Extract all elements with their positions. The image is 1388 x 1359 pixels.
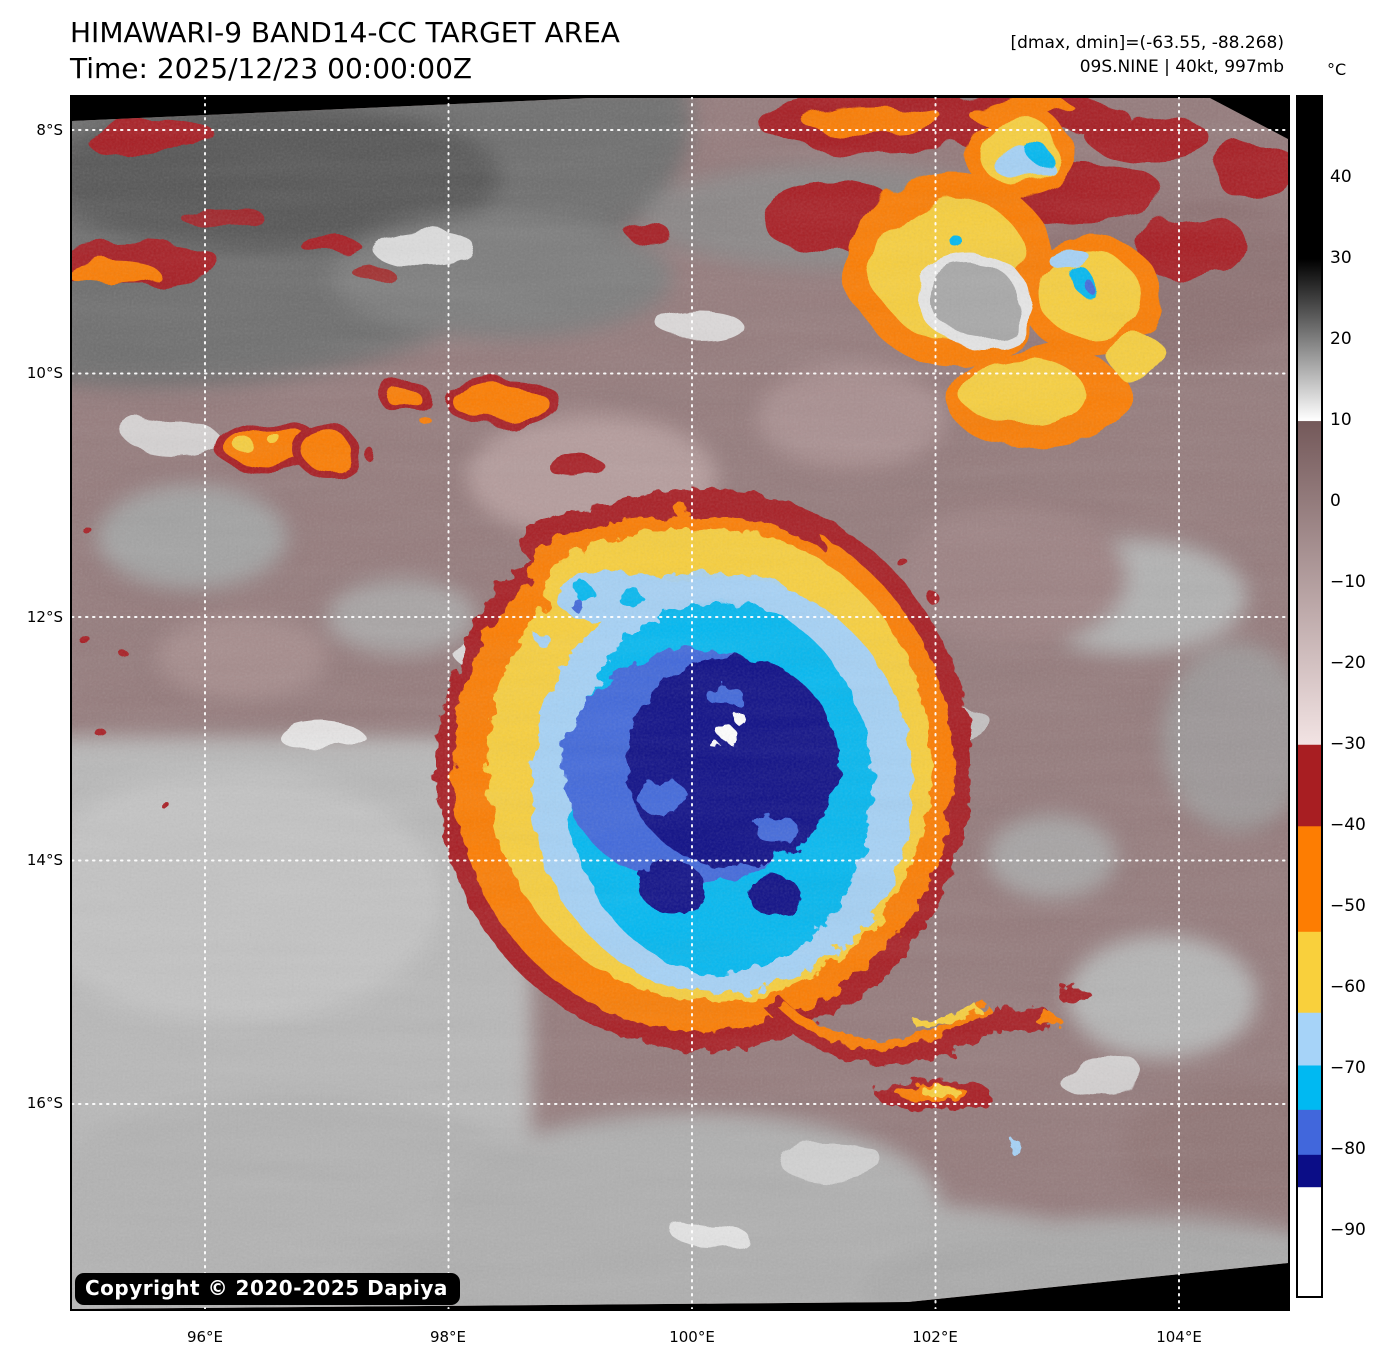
cbar-tick-m80: −80 [1330, 1139, 1366, 1159]
map-axes: Copyright © 2020-2025 Dapiya [70, 95, 1290, 1311]
cbar-tick-30: 30 [1330, 248, 1352, 268]
cbar-tick-20: 20 [1330, 329, 1352, 349]
x-tick-96e: 96°E [186, 1328, 224, 1346]
x-tick-98e: 98°E [429, 1328, 467, 1346]
cbar-tick-m40: −40 [1330, 815, 1366, 835]
annotation-dmax-dmin: [dmax, dmin]=(-63.55, -88.268) [1010, 33, 1285, 53]
cbar-tick-m20: −20 [1330, 653, 1366, 673]
cbar-tick-40: 40 [1330, 167, 1352, 187]
cbar-tick-m60: −60 [1330, 977, 1366, 997]
x-tick-100e: 100°E [669, 1328, 715, 1346]
colorbar [1296, 95, 1323, 1298]
x-tick-102e: 102°E [912, 1328, 958, 1346]
page-title: HIMAWARI-9 BAND14-CC TARGET AREA [70, 16, 620, 49]
satellite-image [72, 97, 1288, 1309]
cbar-tick-m90: −90 [1330, 1220, 1366, 1240]
y-tick-14s: 14°S [26, 851, 63, 869]
x-tick-104e: 104°E [1156, 1328, 1202, 1346]
y-tick-16s: 16°S [26, 1094, 63, 1112]
cbar-tick-m10: −10 [1330, 572, 1366, 592]
streak-texture [72, 98, 1288, 1309]
time-subtitle: Time: 2025/12/23 00:00:00Z [70, 52, 473, 85]
cbar-tick-m30: −30 [1330, 734, 1366, 754]
y-tick-10s: 10°S [26, 364, 63, 382]
copyright-watermark: Copyright © 2020-2025 Dapiya [75, 1273, 460, 1305]
annotation-storm-info: 09S.NINE | 40kt, 997mb [1079, 57, 1284, 77]
colorbar-unit-label: °C [1327, 60, 1347, 79]
y-tick-12s: 12°S [26, 608, 63, 626]
gridlines [72, 97, 1288, 1309]
cbar-tick-m50: −50 [1330, 896, 1366, 916]
cbar-tick-m70: −70 [1330, 1058, 1366, 1078]
y-tick-8s: 8°S [36, 121, 63, 139]
cbar-tick-10: 10 [1330, 410, 1352, 430]
cbar-tick-0: 0 [1330, 491, 1341, 511]
